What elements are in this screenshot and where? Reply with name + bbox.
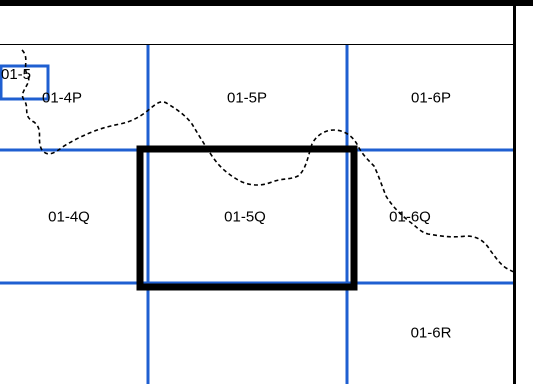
grid-cell-01-5P[interactable]: 01-5P — [226, 89, 268, 107]
dashed-boundary-line — [21, 49, 516, 273]
grid-cell-01-6R[interactable]: 01-6R — [410, 324, 452, 342]
grid-cell-01-4P[interactable]: 01-4P — [41, 89, 83, 107]
grid-cell-01-4Q[interactable]: 01-4Q — [48, 208, 90, 226]
map-top-border — [0, 0, 533, 6]
grid-cell-01-6Q[interactable]: 01-6Q — [389, 208, 431, 226]
grid-cell-01-6P[interactable]: 01-6P — [410, 89, 452, 107]
map-header-line — [0, 44, 514, 45]
inset-box — [0, 64, 50, 101]
selected-cell-highlight — [136, 145, 358, 291]
map-right-border — [513, 0, 516, 384]
inset-label: 01-5 — [1, 66, 32, 83]
right-side-panel — [516, 6, 533, 384]
grid-cell-01-5Q[interactable]: 01-5Q — [224, 208, 266, 226]
